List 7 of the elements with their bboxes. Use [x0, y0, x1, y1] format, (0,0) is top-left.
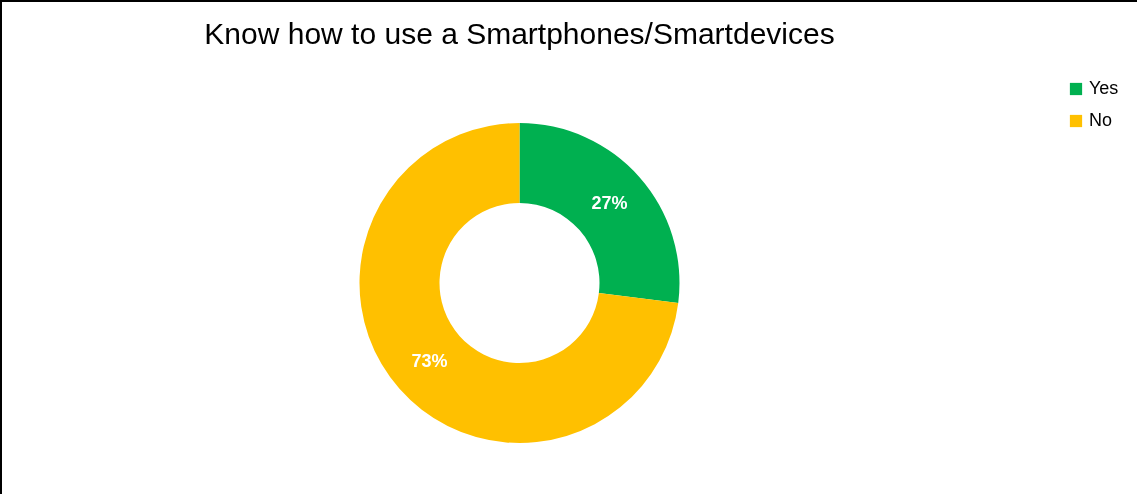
data-label: 73% — [411, 351, 448, 372]
legend-label: No — [1089, 110, 1113, 130]
legend-label: Yes — [1089, 78, 1119, 98]
data-label: 27% — [591, 192, 628, 213]
donut-slice — [359, 123, 679, 443]
chart-title: Know how to use a Smartphones/Smartdevices — [204, 17, 835, 50]
donut-slice — [519, 123, 680, 304]
